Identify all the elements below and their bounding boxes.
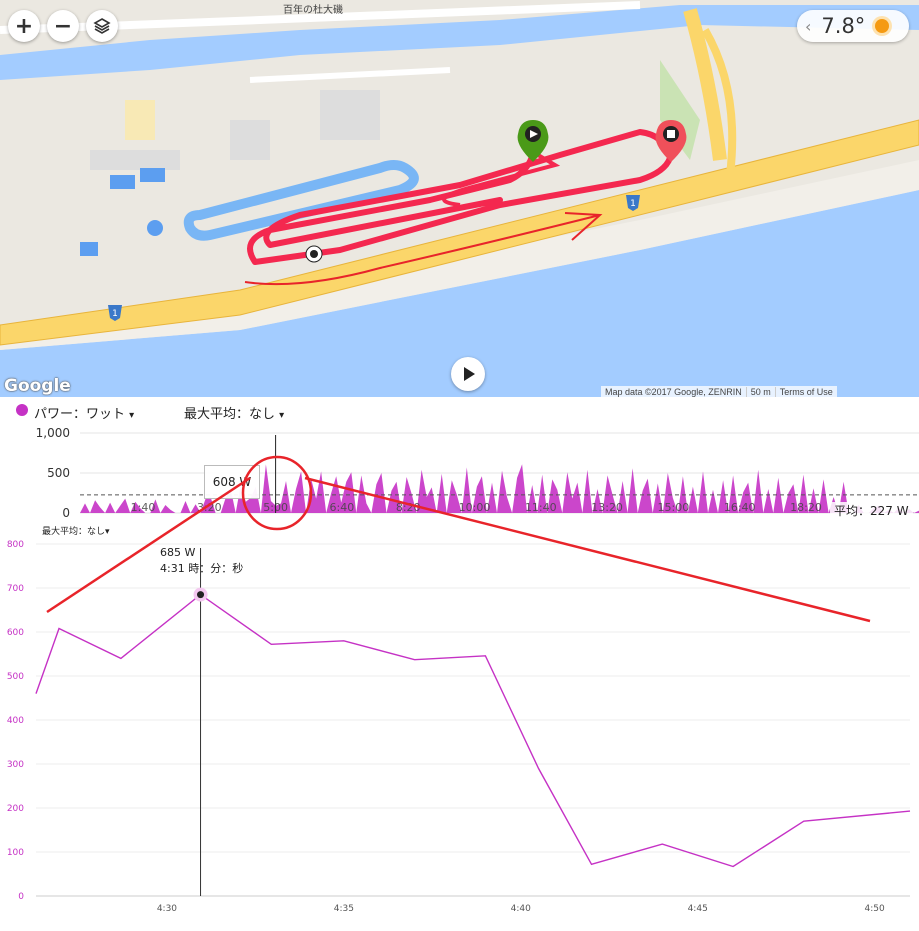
x-tick-label: 1:40 xyxy=(131,501,156,514)
place-label: 百年の杜大磯 xyxy=(283,5,343,16)
x-tick-label: 8:20 xyxy=(396,501,421,514)
peak-time: 4:31 時：分：秒 xyxy=(160,562,244,575)
y-tick-label: 700 xyxy=(7,584,24,594)
dropdown-arrow-icon: ▾ xyxy=(279,410,285,421)
play-icon xyxy=(464,367,475,381)
layers-button[interactable] xyxy=(86,10,118,42)
temperature: 7.8° xyxy=(821,14,866,38)
max-average-label: 最大平均：なし xyxy=(184,407,276,422)
metric-selector[interactable]: パワー：ワット ▾ xyxy=(34,403,134,422)
route-shield-icon: 1 xyxy=(108,305,122,321)
map-canvas: 1 1 xyxy=(0,1,919,397)
racetrack xyxy=(183,160,419,241)
x-tick-label: 11:40 xyxy=(525,501,557,514)
y-tick-label: 300 xyxy=(7,760,24,770)
y-tick-label: 500 xyxy=(47,466,70,480)
x-tick-label: 16:40 xyxy=(724,501,756,514)
building xyxy=(230,120,270,160)
weather-widget[interactable]: ‹ 7.8° xyxy=(797,10,909,42)
hover-value-callout: 608 W xyxy=(204,465,260,499)
plus-icon: + xyxy=(14,13,34,39)
chevron-left-icon[interactable]: ‹ xyxy=(805,16,812,36)
y-tick-label: 0 xyxy=(62,506,70,520)
x-tick-label: 4:30 xyxy=(157,904,177,914)
highway-ramp xyxy=(683,8,727,161)
highlight-point xyxy=(197,591,205,599)
x-tick-label: 10:00 xyxy=(459,501,491,514)
map-data-text: Map data ©2017 Google, ZENRIN xyxy=(601,386,747,397)
average-label: 平均：227 W xyxy=(830,502,913,519)
y-tick-label: 1,000 xyxy=(36,426,70,440)
y-tick-label: 800 xyxy=(7,540,24,550)
x-tick-label: 4:40 xyxy=(511,904,531,914)
hand-drawn-arrow xyxy=(564,212,603,241)
detail-max-average-selector[interactable]: 最大平均：なし▾ xyxy=(42,527,110,537)
zoom-in-button[interactable]: + xyxy=(8,10,40,42)
y-tick-label: 400 xyxy=(7,716,24,726)
sea-area xyxy=(0,190,919,397)
svg-text:1: 1 xyxy=(630,199,636,209)
peak-value: 685 W xyxy=(160,546,196,559)
detail-chart[interactable]: 800 700 600 500 400 300 200 100 0 4:30 4:35 4:40 4:4… xyxy=(0,520,919,931)
power-line-series xyxy=(35,593,911,868)
building xyxy=(320,90,380,140)
y-tick-label: 0 xyxy=(18,892,24,902)
y-tick-label: 600 xyxy=(7,628,24,638)
route-line xyxy=(442,150,561,207)
highway xyxy=(0,119,919,346)
hand-drawn-arrow xyxy=(244,214,601,286)
minus-icon: − xyxy=(53,13,73,39)
x-tick-label: 13:20 xyxy=(591,501,623,514)
max-average-selector[interactable]: 最大平均：なし ▾ xyxy=(184,403,284,422)
sun-icon xyxy=(875,19,890,33)
building xyxy=(80,242,98,256)
route-shield-icon: 1 xyxy=(626,195,640,211)
building xyxy=(125,100,155,140)
x-tick-label: 4:35 xyxy=(334,904,354,914)
zoom-out-button[interactable]: − xyxy=(47,10,79,42)
metric-label: パワー：ワット xyxy=(34,407,126,422)
start-marker-icon xyxy=(517,120,549,162)
x-tick-label: 15:00 xyxy=(658,501,690,514)
y-tick-label: 100 xyxy=(7,848,24,858)
map[interactable]: 1 1 百年の杜大磯 + − ‹ 7.8° Google Map data ©2… xyxy=(0,0,919,397)
building xyxy=(147,220,163,236)
building xyxy=(90,150,180,170)
x-tick-label: 6:40 xyxy=(330,501,355,514)
x-tick-label: 18:20 xyxy=(790,501,822,514)
route-line xyxy=(247,129,673,265)
end-marker-icon xyxy=(655,120,687,162)
y-tick-label: 500 xyxy=(7,672,24,682)
layers-icon xyxy=(93,18,111,34)
dropdown-arrow-icon: ▾ xyxy=(129,410,135,421)
x-tick-label: 3:20 xyxy=(197,501,222,514)
x-tick-label: 4:50 xyxy=(865,904,885,914)
river xyxy=(0,5,919,80)
road xyxy=(249,67,451,83)
park-area xyxy=(660,60,700,160)
svg-text:1: 1 xyxy=(112,309,118,319)
building xyxy=(110,175,135,189)
highway-ramp xyxy=(701,27,737,176)
google-logo: Google xyxy=(4,376,71,396)
series-color-dot xyxy=(16,404,28,416)
building xyxy=(140,168,165,182)
terms-link[interactable]: Terms of Use xyxy=(779,386,833,397)
position-marker-icon xyxy=(305,245,323,263)
scale-bar: 50 m xyxy=(747,386,776,397)
map-attribution: Map data ©2017 Google, ZENRIN 50 m Terms… xyxy=(601,386,837,397)
x-tick-label: 4:45 xyxy=(688,904,708,914)
play-button[interactable] xyxy=(451,357,485,391)
y-tick-label: 200 xyxy=(7,804,24,814)
